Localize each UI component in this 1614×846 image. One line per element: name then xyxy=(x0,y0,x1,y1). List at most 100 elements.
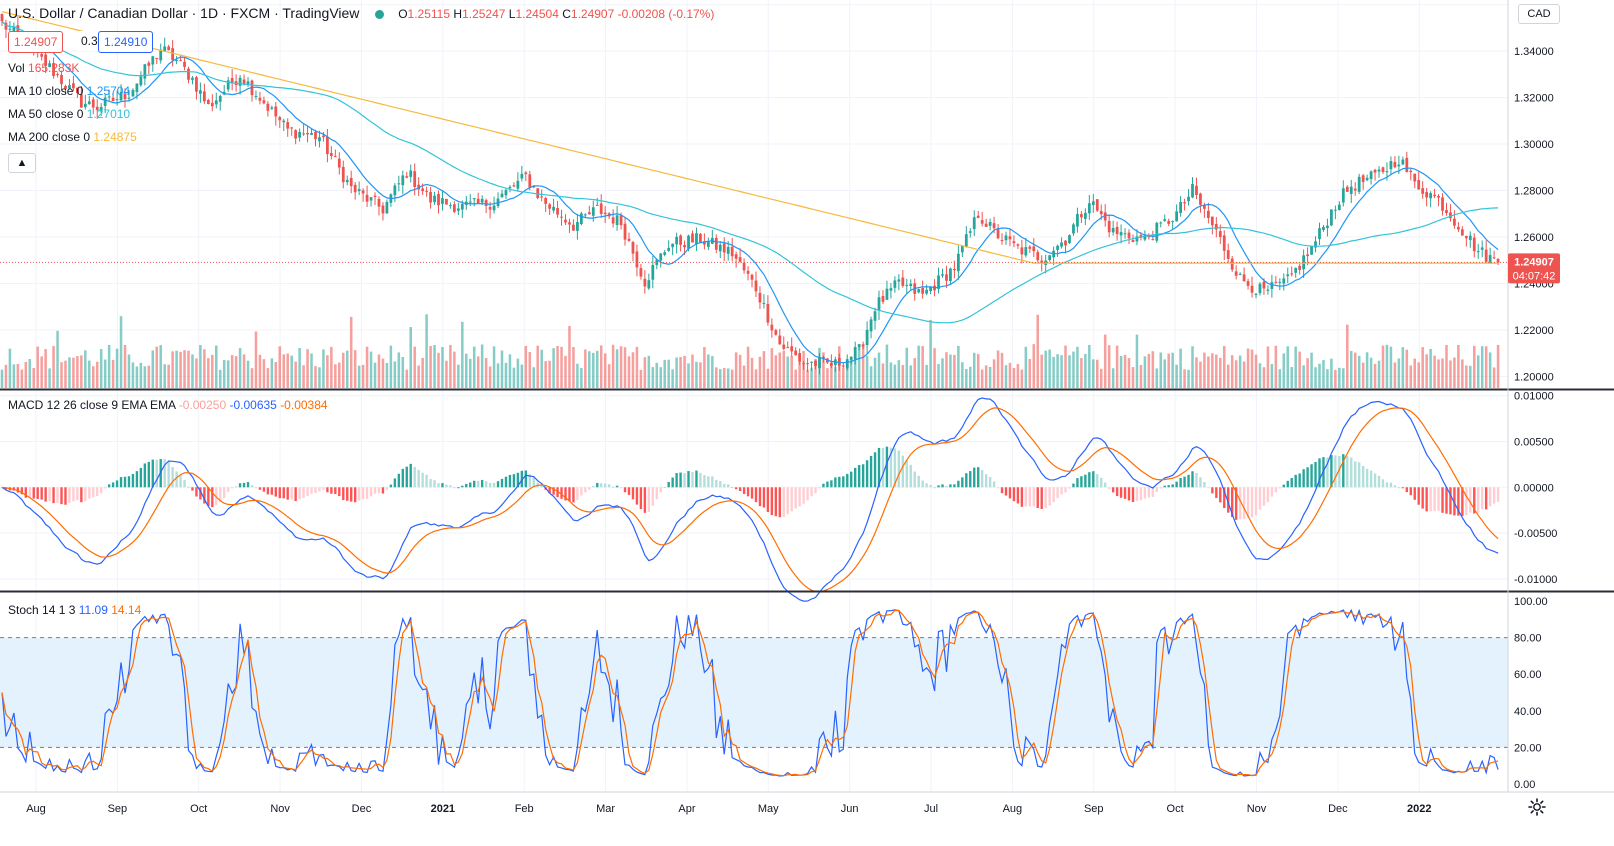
time-tick-label: 2021 xyxy=(431,803,455,815)
symbol-title[interactable]: U.S. Dollar / Canadian Dollar · 1D · FXC… xyxy=(8,5,360,21)
candle-body xyxy=(433,195,436,203)
volume-bar xyxy=(1238,355,1242,388)
legend-macd[interactable]: MACD 12 26 close 9 EMA EMA -0.00250 -0.0… xyxy=(8,398,328,412)
macd-hist-bar xyxy=(635,487,639,505)
candle-body xyxy=(1028,246,1032,249)
candle-body xyxy=(1020,247,1024,255)
candle xyxy=(921,280,925,299)
volume-bar xyxy=(1346,324,1349,388)
collapse-legend-button[interactable]: ▲ xyxy=(8,153,36,173)
buy-price-button[interactable]: 1.24910 xyxy=(98,31,154,53)
candle-body xyxy=(1222,235,1226,251)
candle-body xyxy=(1341,188,1345,203)
legend-ma10[interactable]: MA 10 close 0 1.25704 xyxy=(8,84,131,98)
candle-body xyxy=(1060,242,1063,247)
volume-bar xyxy=(254,331,258,388)
macd-hist-bar xyxy=(147,461,151,488)
volume-bar xyxy=(175,350,178,388)
macd-hist-bar xyxy=(1147,487,1151,498)
legend-ma50[interactable]: MA 50 close 0 1.27010 xyxy=(8,107,131,121)
macd-hist-bar xyxy=(1195,472,1198,488)
macd-hist-bar xyxy=(953,484,956,488)
candle-body xyxy=(556,207,559,215)
volume-bar xyxy=(1195,357,1198,388)
macd-hist-bar xyxy=(822,483,825,488)
candle-body xyxy=(183,61,186,67)
macd-hist-bar xyxy=(1266,487,1270,503)
candle-body xyxy=(1048,255,1052,260)
ma50-value: 1.27010 xyxy=(86,107,131,121)
macd-hist-bar xyxy=(254,487,258,489)
volume-bar xyxy=(476,356,480,388)
macd-hist-bar xyxy=(1445,487,1448,514)
volume-bar xyxy=(425,314,428,388)
macd-hist-bar xyxy=(568,487,571,502)
macd-hist-bar xyxy=(945,485,948,488)
macd-hist-bar xyxy=(600,483,603,488)
open-value: 1.25115 xyxy=(407,7,451,21)
macd-hist-bar xyxy=(1429,487,1432,512)
volume-bar xyxy=(1080,358,1083,388)
candle-body xyxy=(1262,281,1266,289)
candle-body xyxy=(687,235,690,249)
volume-bar xyxy=(147,365,151,388)
macd-hist-bar xyxy=(1123,487,1127,499)
legend-stoch[interactable]: Stoch 14 1 3 11.09 14.14 xyxy=(8,603,142,617)
volume-bar xyxy=(353,350,357,388)
volume-bar xyxy=(576,363,579,388)
volume-bar xyxy=(1064,345,1067,388)
candle-body xyxy=(294,130,298,139)
volume-bar xyxy=(984,365,988,388)
volume-bar xyxy=(1441,358,1444,388)
macd-hist-bar xyxy=(643,487,647,513)
macd-hist-bar xyxy=(32,487,35,499)
candle-body xyxy=(163,46,167,52)
currency-button[interactable]: CAD xyxy=(1518,4,1560,24)
candle-body xyxy=(1115,226,1119,235)
macd-hist-bar xyxy=(1282,484,1285,488)
gear-icon[interactable] xyxy=(1527,797,1547,817)
volume-bar xyxy=(318,367,321,388)
macd-hist-bar xyxy=(183,479,186,488)
volume-bar xyxy=(675,357,678,388)
volume-bar xyxy=(611,344,615,388)
candle-body xyxy=(1072,224,1075,234)
candle-body xyxy=(949,268,952,282)
volume-bar xyxy=(99,349,103,388)
legend-volume[interactable]: Vol 165.283K xyxy=(8,61,80,75)
candle-body xyxy=(869,319,873,332)
candle xyxy=(167,44,171,51)
volume-bar xyxy=(286,353,289,388)
candle-body xyxy=(937,275,940,289)
macd-hist-bar xyxy=(389,484,393,488)
legend-ma200[interactable]: MA 200 close 0 1.24875 xyxy=(8,130,137,144)
candle-body xyxy=(718,244,722,252)
volume-bar xyxy=(679,356,682,388)
candle xyxy=(79,86,83,108)
volume-bar xyxy=(1008,362,1012,388)
sell-price-button[interactable]: 1.24907 xyxy=(8,31,64,53)
macd-hist-bar xyxy=(655,487,658,500)
candle xyxy=(1286,267,1290,284)
volume-bar xyxy=(925,364,928,388)
volume-bar xyxy=(492,346,496,388)
macd-hist-bar xyxy=(381,487,385,494)
volume-bar xyxy=(806,369,809,388)
candle xyxy=(1468,231,1472,248)
volume-bar xyxy=(1171,352,1174,388)
candle xyxy=(1020,239,1024,264)
macd-hist-bar xyxy=(992,481,996,488)
macd-hist-bar xyxy=(957,480,960,488)
macd-hist-bar xyxy=(834,477,837,488)
volume-bar xyxy=(480,344,484,388)
candle xyxy=(314,129,317,147)
candle xyxy=(1163,214,1167,222)
candle-body xyxy=(488,207,492,210)
candle xyxy=(1238,272,1242,276)
volume-bar xyxy=(1139,365,1143,388)
last-price-tag-bg xyxy=(1508,253,1560,284)
candle xyxy=(679,234,682,252)
macd-hist-bar xyxy=(980,470,984,488)
candle-body xyxy=(1214,224,1218,230)
